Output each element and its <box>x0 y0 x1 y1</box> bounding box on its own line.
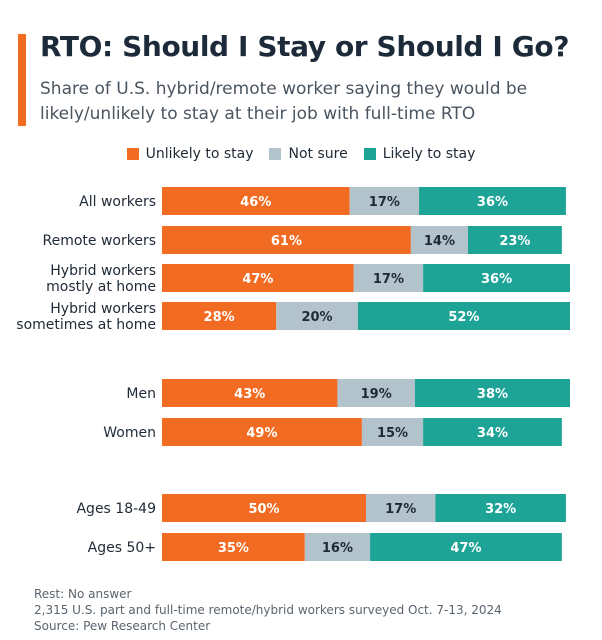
data-label: 32% <box>485 502 516 517</box>
bar-segment <box>414 379 570 407</box>
legend-label-not-sure: Not sure <box>288 146 348 162</box>
category-label: All workers <box>79 194 156 210</box>
bar-segment <box>304 533 371 561</box>
data-label: 19% <box>361 387 392 402</box>
legend-swatch-not-sure <box>269 148 282 160</box>
category-label: Ages 50+ <box>88 540 156 556</box>
legend-swatch-likely <box>363 148 376 160</box>
category-label: sometimes at home <box>16 317 156 333</box>
bar-segment <box>435 494 566 522</box>
category-label: Remote workers <box>42 233 156 249</box>
bar-segment <box>423 264 570 292</box>
bar-segment <box>162 533 305 561</box>
category-label: mostly at home <box>46 279 156 295</box>
bar-segment <box>337 379 415 407</box>
chart-title: RTO: Should I Stay or Should I Go? <box>40 30 570 63</box>
data-label: 20% <box>301 310 332 325</box>
data-label: 17% <box>385 502 416 517</box>
bar-segment <box>162 379 338 407</box>
bar-segment <box>419 187 566 215</box>
legend-label-likely: Likely to stay <box>382 146 476 162</box>
legend-item-not-sure: Not sure <box>269 146 348 162</box>
category-label: Men <box>126 386 156 402</box>
legend-label-unlikely: Unlikely to stay <box>145 146 254 162</box>
chart-subtitle: Share of U.S. hybrid/remote worker sayin… <box>40 79 528 124</box>
data-label: 16% <box>322 541 353 556</box>
bar-segment <box>162 226 411 254</box>
legend-swatch-unlikely <box>126 148 139 160</box>
bar-segment <box>410 226 468 254</box>
legend-item-unlikely: Unlikely to stay <box>126 146 254 162</box>
data-label: 28% <box>204 310 235 325</box>
category-label: Ages 18-49 <box>76 501 156 517</box>
bar-segment <box>162 494 366 522</box>
bar-segment <box>361 418 424 446</box>
category-label: Women <box>103 425 156 441</box>
category-label: Hybrid workers <box>50 301 156 317</box>
data-label: 35% <box>218 541 249 556</box>
footer-source: Source: Pew Research Center <box>34 619 211 633</box>
data-label: 52% <box>448 310 479 325</box>
bar-segment <box>162 418 362 446</box>
footer-sample: 2,315 U.S. part and full-time remote/hyb… <box>34 603 502 617</box>
bar-segment <box>468 226 562 254</box>
legend-item-likely: Likely to stay <box>363 146 476 162</box>
data-label: 36% <box>477 195 508 210</box>
bar-segment <box>162 264 354 292</box>
bar-segment <box>276 302 358 330</box>
bar-segment <box>366 494 436 522</box>
bar-segment <box>349 187 420 215</box>
data-label: 17% <box>373 272 404 287</box>
chart-footer: Rest: No answer 2,315 U.S. part and full… <box>34 586 502 634</box>
category-label: Hybrid workers <box>50 263 156 279</box>
title-accent-bar <box>18 34 26 126</box>
data-label: 43% <box>234 387 265 402</box>
data-label: 46% <box>240 195 271 210</box>
data-label: 17% <box>369 195 400 210</box>
stacked-bar-chart: All workers 46% 17% 36% Remote workers 61% 14%… <box>16 187 570 561</box>
bar-segment <box>370 533 562 561</box>
data-label: 47% <box>450 541 481 556</box>
data-label: 49% <box>246 426 277 441</box>
data-label: 36% <box>481 272 512 287</box>
data-label: 34% <box>477 426 508 441</box>
data-label: 23% <box>499 234 530 249</box>
data-label: 14% <box>424 234 455 249</box>
data-label: 50% <box>248 502 279 517</box>
data-label: 15% <box>377 426 408 441</box>
bar-segment <box>357 302 570 330</box>
chart-legend: Unlikely to stay Not sure Likely to stay <box>0 146 602 162</box>
bar-segment <box>162 302 277 330</box>
data-label: 38% <box>477 387 508 402</box>
bar-segment <box>162 187 350 215</box>
data-label: 47% <box>242 272 273 287</box>
data-label: 61% <box>271 234 302 249</box>
bar-segment <box>353 264 424 292</box>
bar-segment <box>423 418 562 446</box>
footer-note: Rest: No answer <box>34 587 132 601</box>
